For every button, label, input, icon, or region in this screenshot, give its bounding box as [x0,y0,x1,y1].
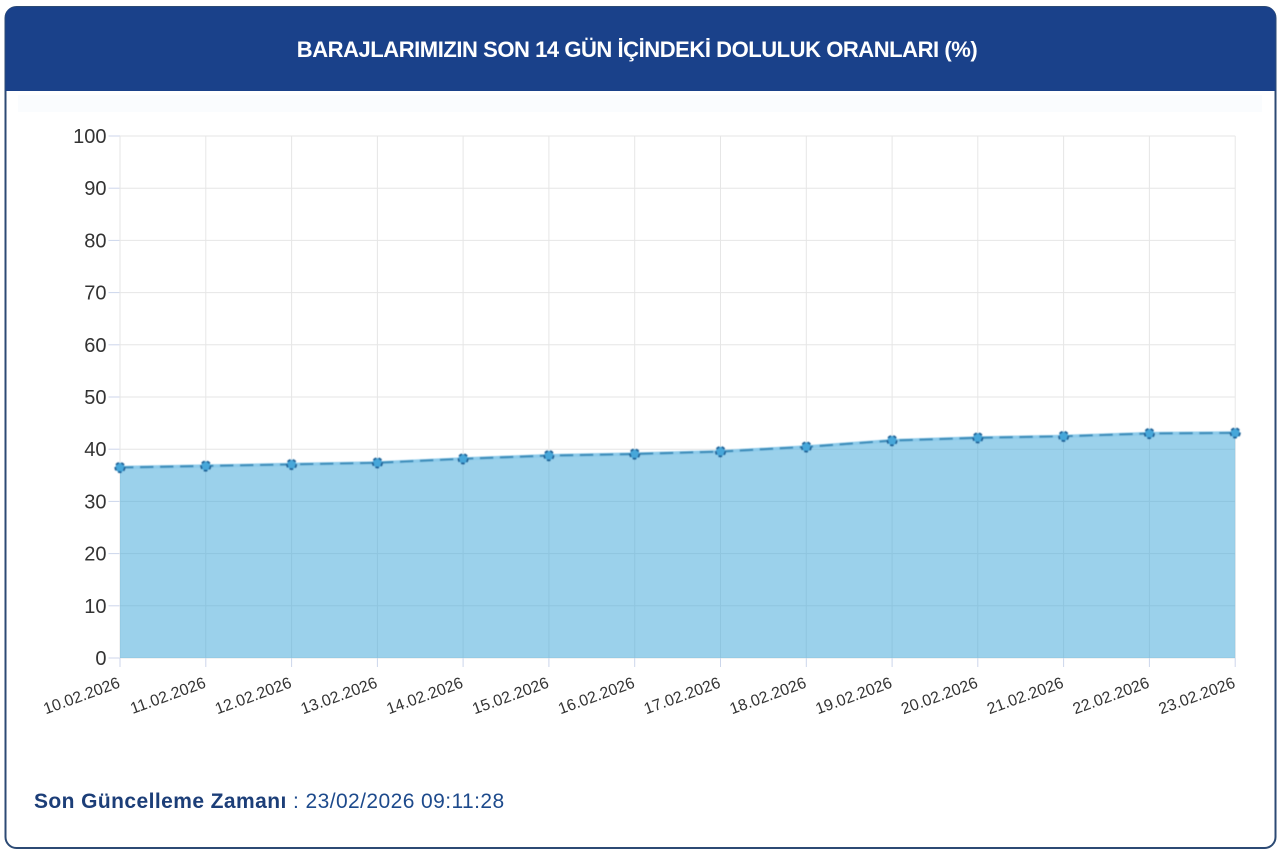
svg-text:BARAJLARIMIZIN SON 14 GÜN İÇİN: BARAJLARIMIZIN SON 14 GÜN İÇİNDEKİ DOLUL… [297,37,978,62]
svg-text:20: 20 [84,544,106,566]
svg-text:30: 30 [84,491,106,513]
svg-text:80: 80 [84,230,106,252]
svg-text:0: 0 [95,648,106,670]
svg-text:90: 90 [84,178,106,200]
svg-text:60: 60 [84,335,106,357]
svg-text:40: 40 [84,439,106,461]
svg-text:10: 10 [84,596,106,618]
svg-text:100: 100 [73,126,106,148]
svg-text:Son Güncelleme Zamanı : 23/02/: Son Güncelleme Zamanı : 23/02/2026 09:11… [34,790,505,813]
svg-text:50: 50 [84,387,106,409]
svg-text:70: 70 [84,283,106,305]
